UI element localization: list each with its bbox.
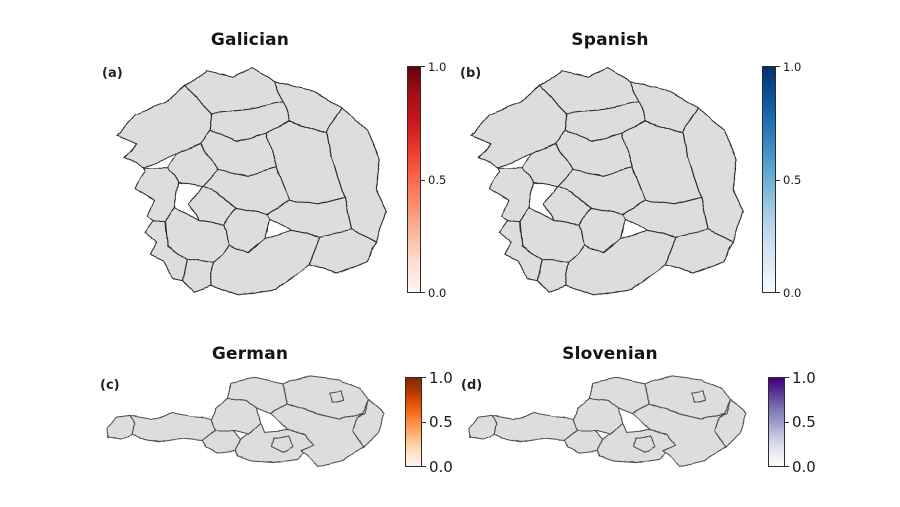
colorbar-gradient bbox=[762, 66, 776, 293]
map-region-west-strip bbox=[490, 412, 579, 443]
map-region-southeast-large bbox=[269, 403, 364, 467]
panel-slovenian: Slovenian (d) 1.0 0.5 0.0 bbox=[455, 342, 816, 487]
colorbar-gradient bbox=[405, 377, 422, 467]
colorbar-tick bbox=[421, 179, 425, 181]
map-region-northeast-small bbox=[328, 390, 344, 403]
panel-title: German bbox=[211, 344, 289, 364]
colorbar-tick-label: 0.5 bbox=[428, 172, 447, 187]
panel-german: German (c) 1.0 0.5 0.0 bbox=[95, 342, 453, 487]
colorbar-tick bbox=[776, 179, 780, 181]
colorbar-tick bbox=[785, 466, 789, 467]
map-region-far-west bbox=[105, 414, 136, 441]
choropleth-map-german bbox=[100, 372, 392, 472]
map-region-south-center-enclave bbox=[271, 435, 295, 452]
colorbar: 1.0 0.5 0.0 bbox=[405, 369, 475, 476]
colorbar-gradient bbox=[768, 377, 785, 467]
choropleth-map-spanish bbox=[462, 60, 750, 302]
map-region-far-west bbox=[467, 414, 498, 441]
colorbar: 1.0 0.5 0.0 bbox=[762, 60, 822, 300]
colorbar-tick bbox=[776, 66, 780, 67]
colorbar-tick-label: 1.0 bbox=[792, 369, 816, 387]
colorbar: 1.0 0.5 0.0 bbox=[407, 60, 467, 300]
colorbar-tick-label: 0.0 bbox=[428, 286, 447, 300]
panel-title: Slovenian bbox=[562, 344, 658, 364]
panel-label: (a) bbox=[102, 66, 123, 81]
colorbar-gradient bbox=[407, 66, 421, 293]
panel-galician: Galician (a) bbox=[95, 28, 446, 310]
colorbar-tick bbox=[422, 422, 426, 423]
panel-label: (b) bbox=[460, 66, 482, 81]
colorbar-tick-label: 0.5 bbox=[429, 413, 453, 431]
colorbar-tick-label: 1.0 bbox=[428, 60, 447, 74]
panel-spanish: Spanish (b) 1 bbox=[455, 28, 805, 310]
panel-label: (d) bbox=[461, 378, 483, 393]
colorbar-tick bbox=[422, 377, 426, 378]
colorbar-tick-label: 0.5 bbox=[792, 413, 816, 431]
map-region-southwest-coast bbox=[499, 220, 543, 281]
colorbar-tick bbox=[421, 66, 425, 67]
colorbar-tick bbox=[776, 292, 780, 293]
colorbar-tick bbox=[422, 466, 426, 467]
panel-label: (c) bbox=[100, 378, 120, 393]
map-region-southwest-corner bbox=[537, 258, 570, 293]
map-region-southwest-coast bbox=[145, 220, 189, 281]
colorbar-tick bbox=[785, 377, 789, 378]
choropleth-map-slovenian bbox=[462, 372, 754, 472]
map-region-northwest-large bbox=[470, 84, 568, 169]
map-region-northeast-small bbox=[690, 390, 706, 403]
colorbar-tick-label: 0.0 bbox=[429, 458, 453, 476]
colorbar-tick-label: 1.0 bbox=[429, 369, 453, 387]
choropleth-map-galician bbox=[108, 60, 393, 302]
map-region-west-strip bbox=[128, 412, 217, 443]
colorbar-tick bbox=[785, 422, 789, 423]
colorbar-tick-label: 0.0 bbox=[783, 286, 802, 300]
colorbar-tick-label: 0.0 bbox=[792, 458, 816, 476]
colorbar-tick-label: 0.5 bbox=[783, 172, 802, 187]
map-region-south-center-enclave bbox=[633, 435, 657, 452]
map-region-southwest-corner bbox=[182, 258, 215, 293]
colorbar-tick-label: 1.0 bbox=[783, 60, 802, 74]
colorbar: 1.0 0.5 0.0 bbox=[768, 369, 838, 476]
panel-title: Galician bbox=[210, 30, 290, 50]
panel-title: Spanish bbox=[571, 30, 649, 50]
colorbar-tick bbox=[421, 292, 425, 293]
map-region-southeast-large bbox=[631, 403, 726, 467]
map-region-northwest-large bbox=[116, 84, 213, 169]
